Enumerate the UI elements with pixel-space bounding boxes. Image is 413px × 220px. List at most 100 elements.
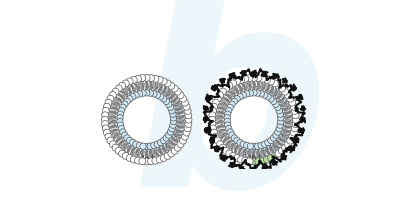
Circle shape	[112, 88, 119, 95]
Circle shape	[230, 152, 237, 159]
Circle shape	[292, 112, 299, 119]
Circle shape	[214, 95, 221, 102]
Circle shape	[143, 158, 150, 165]
Circle shape	[282, 144, 289, 151]
Circle shape	[117, 111, 123, 117]
Circle shape	[126, 137, 133, 144]
Circle shape	[130, 139, 136, 146]
Circle shape	[181, 133, 188, 140]
Circle shape	[167, 104, 174, 110]
Circle shape	[234, 96, 240, 102]
Circle shape	[185, 112, 192, 119]
Circle shape	[183, 103, 190, 110]
Circle shape	[102, 112, 109, 119]
Circle shape	[177, 92, 184, 99]
Circle shape	[179, 95, 186, 102]
Circle shape	[109, 141, 116, 148]
Circle shape	[130, 76, 137, 83]
Circle shape	[214, 137, 221, 144]
Circle shape	[276, 107, 282, 114]
Circle shape	[101, 116, 108, 123]
Circle shape	[152, 75, 159, 82]
Circle shape	[268, 154, 275, 161]
Circle shape	[263, 156, 271, 163]
Circle shape	[233, 154, 240, 161]
Circle shape	[292, 121, 299, 128]
Circle shape	[160, 137, 167, 144]
Circle shape	[254, 90, 261, 96]
Circle shape	[290, 103, 297, 110]
Circle shape	[227, 104, 233, 110]
Circle shape	[185, 121, 192, 128]
Circle shape	[273, 101, 279, 107]
Circle shape	[277, 122, 283, 128]
Circle shape	[126, 154, 133, 161]
Circle shape	[152, 157, 159, 164]
Circle shape	[244, 142, 250, 149]
Circle shape	[170, 115, 177, 121]
Circle shape	[261, 92, 268, 98]
Circle shape	[115, 85, 122, 92]
Circle shape	[268, 78, 275, 85]
Circle shape	[219, 144, 226, 151]
Circle shape	[139, 75, 146, 82]
Circle shape	[126, 96, 133, 102]
Circle shape	[278, 118, 284, 125]
Circle shape	[107, 95, 114, 102]
Circle shape	[126, 78, 133, 85]
Circle shape	[122, 152, 129, 159]
Circle shape	[160, 154, 167, 161]
Circle shape	[289, 99, 296, 106]
Circle shape	[117, 122, 123, 128]
Circle shape	[259, 157, 266, 164]
Circle shape	[154, 92, 161, 98]
Circle shape	[135, 75, 142, 82]
Circle shape	[112, 144, 119, 151]
Circle shape	[251, 90, 257, 96]
Circle shape	[118, 125, 125, 132]
Circle shape	[275, 150, 282, 157]
Circle shape	[163, 98, 169, 104]
Circle shape	[242, 157, 249, 164]
Circle shape	[258, 142, 264, 149]
Circle shape	[184, 125, 191, 132]
Circle shape	[276, 125, 282, 132]
Circle shape	[124, 98, 131, 104]
Circle shape	[120, 129, 126, 135]
Circle shape	[170, 111, 176, 117]
Circle shape	[135, 157, 142, 164]
Circle shape	[225, 122, 231, 128]
Circle shape	[258, 91, 264, 97]
Circle shape	[209, 112, 216, 119]
Circle shape	[143, 143, 150, 150]
Circle shape	[170, 118, 177, 125]
Circle shape	[169, 107, 175, 114]
Circle shape	[130, 156, 137, 163]
Circle shape	[278, 147, 285, 154]
Circle shape	[157, 94, 164, 100]
Circle shape	[231, 135, 237, 141]
Circle shape	[156, 76, 163, 83]
Circle shape	[263, 76, 271, 83]
Circle shape	[234, 137, 240, 144]
Circle shape	[181, 99, 188, 106]
Circle shape	[229, 101, 235, 107]
Circle shape	[240, 141, 247, 147]
Circle shape	[164, 152, 171, 159]
Circle shape	[217, 92, 223, 99]
Circle shape	[226, 82, 233, 89]
Text: (b): (b)	[246, 155, 262, 165]
Circle shape	[247, 90, 254, 96]
Circle shape	[151, 91, 157, 97]
Circle shape	[133, 141, 139, 147]
Circle shape	[177, 141, 184, 148]
Circle shape	[209, 125, 216, 132]
Circle shape	[292, 116, 299, 123]
Circle shape	[261, 141, 268, 147]
Circle shape	[212, 133, 219, 140]
Circle shape	[154, 141, 161, 147]
Circle shape	[251, 158, 257, 165]
Circle shape	[289, 133, 296, 140]
Circle shape	[230, 80, 237, 87]
Circle shape	[147, 143, 154, 149]
